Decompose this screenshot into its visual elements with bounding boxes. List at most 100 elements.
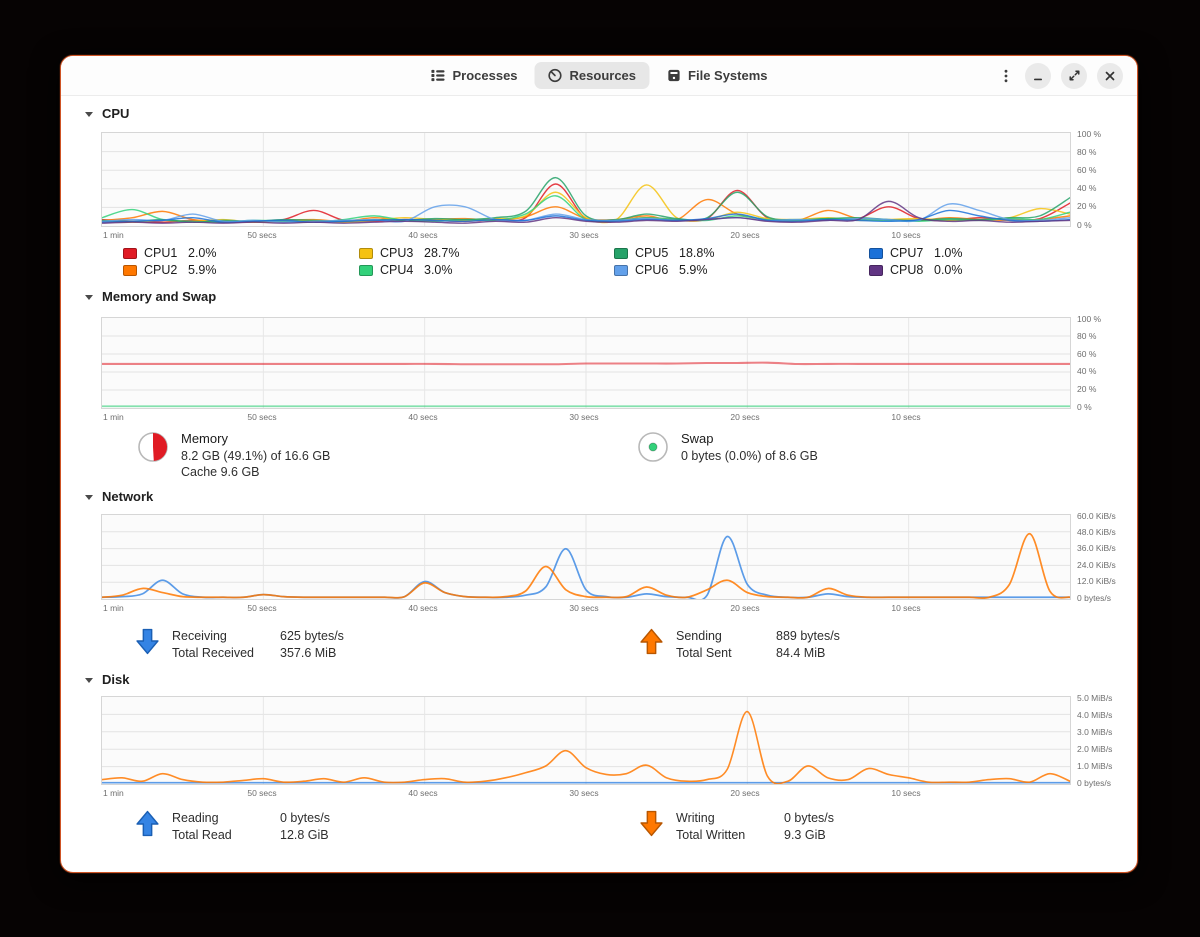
tab-file-systems[interactable]: File Systems: [653, 62, 781, 89]
writing-info: Writing 0 bytes/s Total Written 9.3 GiB: [639, 810, 834, 843]
disk-drive-icon: [667, 69, 680, 82]
disk-section-header: Disk: [85, 672, 129, 687]
network-history-chart: [101, 514, 1071, 600]
network-y-axis: 60.0 KiB/s 48.0 KiB/s 36.0 KiB/s 24.0 KiB/s…: [1077, 510, 1137, 603]
x-tick-label: 20 secs: [730, 412, 760, 422]
receiving-label: Receiving: [172, 629, 227, 643]
x-tick-label: 1 min: [103, 412, 124, 422]
sending-info: Sending 889 bytes/s Total Sent 84.4 MiB: [639, 628, 840, 661]
kebab-menu-icon[interactable]: [997, 67, 1015, 85]
cpu-value: 28.7%: [424, 246, 460, 260]
cpu-legend-col-1: CPU1 2.0% CPU2 5.9%: [123, 246, 217, 277]
minimize-icon: [1034, 78, 1042, 80]
x-tick-label: 1 min: [103, 603, 124, 613]
x-tick-label: 10 secs: [891, 788, 921, 798]
y-tick-label: 0 bytes/s: [1077, 777, 1112, 788]
y-tick-label: 60 %: [1077, 164, 1097, 175]
disk-y-axis: 5.0 MiB/s 4.0 MiB/s 3.0 MiB/s 2.0 MiB/s 1.0 …: [1077, 693, 1137, 788]
cpu-legend-col-4: CPU7 1.0% CPU8 0.0%: [869, 246, 963, 277]
x-tick-label: 20 secs: [730, 230, 760, 240]
cpu-value: 5.9%: [188, 263, 217, 277]
memory-y-axis: 100 % 80 % 60 % 40 % 20 % 0 %: [1077, 313, 1137, 412]
view-switcher: Processes Resources File Systems: [417, 62, 780, 89]
total-read-label: Total Read: [172, 828, 232, 842]
cpu-label: CPU3: [380, 246, 414, 260]
swap-info: Swap 0 bytes (0.0%) of 8.6 GB: [637, 431, 818, 468]
y-tick-label: 48.0 KiB/s: [1077, 526, 1116, 537]
chevron-down-icon[interactable]: [85, 678, 93, 683]
cpu-history-chart: [101, 132, 1071, 227]
x-tick-label: 10 secs: [891, 603, 921, 613]
y-tick-label: 100 %: [1077, 313, 1102, 324]
cpu-legend-item: CPU8 0.0%: [869, 263, 963, 277]
x-tick-label: 20 secs: [730, 603, 760, 613]
total-sent-value: 84.4 MiB: [776, 646, 826, 660]
y-tick-label: 2.0 MiB/s: [1077, 743, 1113, 754]
restore-icon: [1068, 70, 1080, 81]
y-tick-label: 0 %: [1077, 219, 1092, 230]
sending-rate: 889 bytes/s: [776, 629, 840, 643]
minimize-button[interactable]: [1025, 62, 1051, 89]
x-tick-label: 30 secs: [569, 412, 599, 422]
chevron-down-icon[interactable]: [85, 295, 93, 300]
tab-resources[interactable]: Resources: [534, 62, 650, 89]
maximize-button[interactable]: [1061, 62, 1087, 89]
y-tick-label: 1.0 MiB/s: [1077, 760, 1113, 771]
y-tick-label: 36.0 KiB/s: [1077, 543, 1116, 554]
disk-x-axis: 1 min 50 secs 40 secs 30 secs 20 secs 10 secs: [101, 788, 1071, 800]
total-written-value: 9.3 GiB: [784, 828, 826, 842]
receiving-arrow-icon: [135, 628, 160, 660]
cpu-legend-col-3: CPU5 18.8% CPU6 5.9%: [614, 246, 715, 277]
x-tick-label: 50 secs: [247, 788, 277, 798]
cpu2-swatch: [123, 264, 137, 276]
reading-info: Reading 0 bytes/s Total Read 12.8 GiB: [135, 810, 330, 843]
reading-rate: 0 bytes/s: [280, 811, 331, 825]
total-received-value: 357.6 MiB: [280, 646, 337, 660]
swap-pie-icon: [637, 431, 669, 468]
x-tick-label: 30 secs: [569, 788, 599, 798]
network-section-header: Network: [85, 489, 153, 504]
writing-rate: 0 bytes/s: [784, 811, 835, 825]
close-button[interactable]: [1097, 62, 1123, 89]
speedometer-icon: [548, 68, 562, 83]
y-tick-label: 80 %: [1077, 331, 1097, 342]
cpu-value: 2.0%: [188, 246, 217, 260]
reading-arrow-icon: [135, 810, 160, 842]
cpu-value: 18.8%: [679, 246, 715, 260]
x-tick-label: 20 secs: [730, 788, 760, 798]
x-tick-label: 10 secs: [891, 412, 921, 422]
system-monitor-window: Processes Resources File Systems: [60, 55, 1138, 873]
total-sent-label: Total Sent: [676, 646, 732, 660]
cpu-legend-item: CPU5 18.8%: [614, 246, 715, 260]
chevron-down-icon[interactable]: [85, 112, 93, 117]
y-tick-label: 4.0 MiB/s: [1077, 709, 1113, 720]
cpu-label: CPU8: [890, 263, 924, 277]
x-tick-label: 50 secs: [247, 412, 277, 422]
total-written-label: Total Written: [676, 828, 746, 842]
cpu-legend-item: CPU4 3.0%: [359, 263, 459, 277]
cpu8-swatch: [869, 264, 883, 276]
x-tick-label: 40 secs: [408, 230, 438, 240]
receiving-info: Receiving 625 bytes/s Total Received 357…: [135, 628, 344, 661]
cpu5-swatch: [614, 247, 628, 259]
process-list-icon: [431, 69, 445, 82]
cpu1-swatch: [123, 247, 137, 259]
reading-label: Reading: [172, 811, 219, 825]
cpu-legend-col-2: CPU3 28.7% CPU4 3.0%: [359, 246, 460, 277]
y-tick-label: 20 %: [1077, 383, 1097, 394]
memory-x-axis: 1 min 50 secs 40 secs 30 secs 20 secs 10 secs: [101, 412, 1071, 424]
chevron-down-icon[interactable]: [85, 495, 93, 500]
y-tick-label: 0 %: [1077, 401, 1092, 412]
y-tick-label: 80 %: [1077, 146, 1097, 157]
y-tick-label: 0 bytes/s: [1077, 592, 1112, 603]
x-tick-label: 10 secs: [891, 230, 921, 240]
cpu-label: CPU6: [635, 263, 669, 277]
tab-processes[interactable]: Processes: [417, 62, 530, 89]
memory-pie-icon: [137, 431, 169, 468]
y-tick-label: 60.0 KiB/s: [1077, 510, 1116, 521]
close-icon: [1105, 71, 1115, 80]
x-tick-label: 40 secs: [408, 412, 438, 422]
y-tick-label: 12.0 KiB/s: [1077, 576, 1116, 587]
x-tick-label: 40 secs: [408, 788, 438, 798]
cpu-value: 0.0%: [934, 263, 963, 277]
